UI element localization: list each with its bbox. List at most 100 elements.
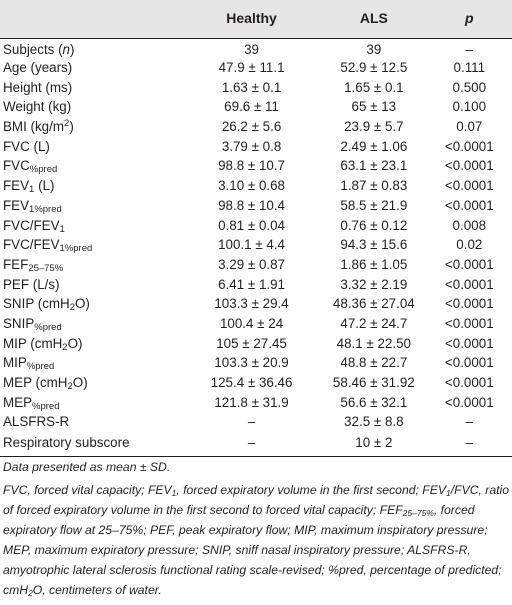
als-value: 47.2 ± 24.7 — [340, 315, 408, 331]
healthy-value: 69.6 ± 11 — [224, 99, 279, 115]
healthy-value: 121.8 ± 31.9 — [214, 394, 289, 410]
p-value: <0.0001 — [444, 197, 494, 213]
table-row: FVC/FEV1%pred 100.1 ± 4.4 94.3 ± 15.6 0.02 — [0, 235, 512, 255]
p-value: – — [465, 42, 474, 58]
row-label: MIP%pred — [3, 355, 55, 373]
row-label: Age (years) — [3, 60, 73, 76]
table-row: MIP%pred 103.3 ± 20.9 48.8 ± 22.7 <0.0001 — [0, 353, 512, 373]
table-row: ALSFRS-R – 32.5 ± 8.8 – — [0, 412, 512, 432]
als-value: 52.9 ± 12.5 — [340, 60, 408, 76]
table-row: FVC (L) 3.79 ± 0.8 2.49 ± 1.06 <0.0001 — [0, 136, 512, 156]
p-value: 0.111 — [453, 60, 486, 76]
als-value: 65 ± 13 — [351, 99, 397, 115]
p-value: <0.0001 — [444, 375, 494, 391]
healthy-value: 103.3 ± 20.9 — [214, 355, 289, 371]
table-header: Healthy ALS p — [0, 0, 512, 39]
als-value: 2.49 ± 1.06 — [340, 138, 408, 154]
als-value: 58.46 ± 31.92 — [332, 375, 415, 391]
table-body: Subjects (n) 39 39 – Age (years) 47.9 ± 11.1 5… — [0, 38, 512, 458]
healthy-value: 39 — [244, 42, 259, 58]
p-value: 0.008 — [452, 217, 487, 233]
row-label: Respiratory subscore — [0, 431, 183, 458]
table-row: MEP%pred 121.8 ± 31.9 56.6 ± 32.1 <0.0001 — [0, 392, 512, 412]
als-value: 10 ± 2 — [321, 431, 427, 458]
row-label: FEV1 (L) — [3, 178, 55, 196]
p-value: <0.0001 — [444, 355, 494, 371]
healthy-value: 103.3 ± 29.4 — [214, 296, 289, 312]
als-value: 58.5 ± 21.9 — [340, 197, 408, 213]
header-row: Healthy ALS p — [0, 0, 512, 39]
healthy-value: 98.8 ± 10.7 — [218, 158, 286, 174]
row-label: FVC (L) — [3, 138, 50, 154]
footnote-data-presentation: Data presented as mean ± SD. — [3, 460, 171, 474]
p-value: <0.0001 — [444, 276, 494, 292]
row-label: FVC%pred — [3, 158, 58, 176]
header-name — [0, 0, 183, 39]
row-label: PEF (L/s) — [3, 276, 60, 292]
row-label: FEF25–75% — [3, 256, 64, 274]
p-value: <0.0001 — [444, 178, 494, 194]
row-label: Subjects (n) — [3, 42, 75, 58]
table-row: PEF (L/s) 6.41 ± 1.91 3.32 ± 2.19 <0.0001 — [0, 274, 512, 294]
row-label: SNIP (cmH2O) — [3, 296, 90, 314]
p-value: 0.500 — [452, 79, 487, 95]
row-label: FVC/FEV1%pred — [3, 237, 93, 255]
p-value: <0.0001 — [444, 315, 494, 331]
table-footnotes: Data presented as mean ± SD. FVC, forced… — [3, 455, 509, 600]
healthy-value: 100.4 ± 24 — [219, 315, 284, 331]
als-value: 63.1 ± 23.1 — [340, 158, 408, 174]
p-value: 0.02 — [456, 237, 483, 253]
header-als: ALS — [321, 0, 427, 39]
table-row: FEV1 (L) 3.10 ± 0.68 1.87 ± 0.83 <0.0001 — [0, 176, 512, 196]
table-row: Respiratory subscore –10 ± 2– — [0, 431, 512, 458]
als-value: 94.3 ± 15.6 — [340, 237, 408, 253]
table-row: BMI (kg/m2) 26.2 ± 5.6 23.9 ± 5.7 0.07 — [0, 117, 512, 137]
healthy-value: 3.79 ± 0.8 — [221, 138, 282, 154]
p-value: 0.100 — [452, 99, 487, 115]
footnote-abbreviations: FVC, forced vital capacity; FEV1, forced… — [3, 483, 509, 598]
healthy-value: 47.9 ± 11.1 — [218, 60, 285, 76]
table-row: Age (years) 47.9 ± 11.1 52.9 ± 12.5 0.111 — [0, 58, 512, 78]
p-value: <0.0001 — [444, 394, 494, 410]
table-row: MIP (cmH2O) 105 ± 27.45 48.1 ± 22.50 <0.000… — [0, 333, 512, 353]
p-value: <0.0001 — [444, 138, 494, 154]
als-value: 23.9 ± 5.7 — [344, 119, 404, 135]
row-label: FEV1%pred — [3, 197, 62, 215]
als-value: 48.1 ± 22.50 — [336, 335, 412, 351]
p-value: – — [465, 414, 474, 430]
header-healthy: Healthy — [182, 0, 322, 39]
row-label: ALSFRS-R — [3, 414, 70, 430]
als-value: 48.8 ± 22.7 — [340, 355, 408, 371]
table-row: MEP (cmH2O) 125.4 ± 36.46 58.46 ± 31.92 <0.… — [0, 373, 512, 393]
p-value: <0.0001 — [444, 256, 494, 272]
table-row: FEV1%pred 98.8 ± 10.4 58.5 ± 21.9 <0.0001 — [0, 196, 512, 216]
als-value: 1.87 ± 0.83 — [340, 178, 408, 194]
als-value: 3.32 ± 2.19 — [340, 276, 408, 292]
healthy-value: 1.63 ± 0.1 — [221, 79, 282, 95]
row-label: SNIP%pred — [3, 315, 62, 333]
table-row: Weight (kg) 69.6 ± 11 65 ± 13 0.100 — [0, 97, 512, 117]
healthy-value: – — [182, 431, 322, 458]
als-value: 39 — [366, 42, 382, 58]
table-row: FEF25–75% 3.29 ± 0.87 1.86 ± 1.05 <0.0001 — [0, 255, 512, 275]
healthy-value: 98.8 ± 10.4 — [218, 197, 286, 213]
als-value: 56.6 ± 32.1 — [340, 394, 408, 410]
healthy-value: 125.4 ± 36.46 — [210, 375, 293, 391]
healthy-value: 3.10 ± 0.68 — [218, 178, 286, 194]
healthy-value: – — [247, 414, 256, 430]
p-value: <0.0001 — [444, 158, 494, 174]
table-row: SNIP (cmH2O) 103.3 ± 29.4 48.36 ± 27.04 <0.… — [0, 294, 512, 314]
table-row: Subjects (n) 39 39 – — [0, 38, 512, 58]
row-label: MEP%pred — [3, 394, 60, 412]
table-row: Height (ms) 1.63 ± 0.1 1.65 ± 0.1 0.500 — [0, 77, 512, 97]
p-value: 0.07 — [456, 119, 483, 135]
als-value: 1.86 ± 1.05 — [340, 256, 408, 272]
row-label: FVC/FEV1 — [3, 217, 65, 235]
als-value: 1.65 ± 0.1 — [344, 79, 404, 95]
row-label: Height (ms) — [3, 79, 73, 95]
table-row: SNIP%pred 100.4 ± 24 47.2 ± 24.7 <0.0001 — [0, 314, 512, 334]
header-p: p — [426, 0, 512, 39]
healthy-value: 100.1 ± 4.4 — [218, 237, 286, 253]
row-label: Weight (kg) — [3, 99, 72, 115]
